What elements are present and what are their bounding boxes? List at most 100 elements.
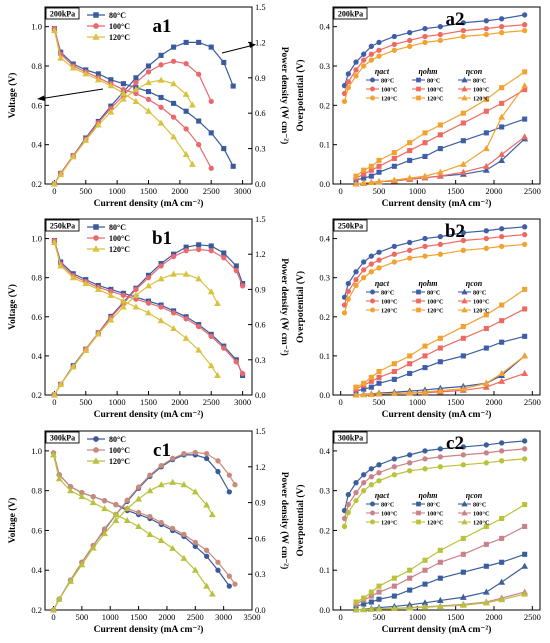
voltage-point <box>183 316 189 322</box>
legend-label: 80°C <box>109 11 126 20</box>
overpotential-act-point <box>361 259 367 265</box>
y-tick-label: 0.4 <box>319 234 330 244</box>
power-line <box>53 244 244 396</box>
voltage-point <box>145 96 152 103</box>
overpotential-act-point <box>345 84 351 91</box>
overpotential-ohm-point <box>376 589 382 595</box>
overpotential-ohm-point <box>460 551 466 557</box>
power-point <box>82 136 90 143</box>
overpotential-ohm-point <box>460 353 466 359</box>
legend-marker <box>93 235 99 241</box>
overpotential-act-point <box>522 241 528 248</box>
power-point <box>195 275 203 282</box>
x-tick-label: 1000 <box>409 397 426 407</box>
legend-label: 120°C <box>473 520 490 527</box>
overpotential-act-point <box>483 31 489 38</box>
power-point <box>50 606 57 613</box>
voltage-point <box>203 553 210 559</box>
legend-label: 120°C <box>381 520 398 527</box>
overpotential-ohm-point <box>407 587 413 593</box>
overpotential-ohm-point <box>522 551 528 557</box>
x-tick-label: 1000 <box>109 397 126 407</box>
legend-marker <box>93 224 99 230</box>
legend-label: 120°C <box>109 245 130 254</box>
overpotential-act-point <box>483 450 489 456</box>
overpotential-ohm-point <box>460 335 466 341</box>
power-point <box>233 263 239 269</box>
overpotential-act-point <box>499 29 505 36</box>
overpotential-act-point <box>368 474 374 480</box>
power-point <box>196 242 202 248</box>
voltage-point <box>50 451 57 458</box>
overpotential-act-point <box>368 261 374 267</box>
y-tick-label: 0.8 <box>31 486 42 496</box>
y2-tick-label: 0.9 <box>255 73 266 83</box>
power-point <box>57 380 65 387</box>
overpotential-ohm-point <box>391 583 397 589</box>
overpotential-act-point <box>407 460 413 466</box>
x-axis-label: Current density (mA cm⁻²) <box>382 409 492 420</box>
overpotential-ohm-point <box>437 146 443 152</box>
x-tick-label: 1000 <box>109 186 126 196</box>
x-tick-label: 1000 <box>409 186 426 196</box>
y2-tick-label: 1.5 <box>255 426 266 436</box>
legend-marker <box>93 447 99 453</box>
voltage-point <box>132 97 140 104</box>
overpotential-act-point <box>368 269 374 275</box>
overpotential-con-point <box>521 562 529 569</box>
overpotential-act-point <box>437 454 443 460</box>
legend-label: 80°C <box>427 78 441 85</box>
legend-label: 100°C <box>381 299 398 306</box>
overpotential-act-point <box>391 456 397 462</box>
legend-marker <box>93 436 99 442</box>
overpotential-con-point <box>436 602 444 609</box>
x-tick-label: 2500 <box>524 612 541 622</box>
overpotential-act-point <box>368 43 374 49</box>
voltage-point <box>208 333 214 339</box>
x-tick-label: 2000 <box>486 186 503 196</box>
power-point <box>69 363 77 370</box>
legend-label: 80°C <box>427 290 441 297</box>
plot-frame <box>332 218 541 396</box>
power-point <box>145 282 152 289</box>
y-axis-label: Voltage (V) <box>7 284 18 330</box>
pressure-tag: 300kPa <box>333 431 368 444</box>
overpotential-ohm-point <box>376 596 382 602</box>
legend-marker <box>416 298 421 304</box>
x-tick-label: 0 <box>339 612 343 622</box>
y2-tick-label: 0.6 <box>255 320 266 330</box>
overpotential-act-point <box>341 523 348 530</box>
power-point <box>145 69 152 75</box>
x-tick-label: 500 <box>79 186 92 196</box>
x-tick-label: 3500 <box>244 612 261 622</box>
overpotential-ohm-point <box>391 376 397 382</box>
overpotential-act-point <box>437 446 443 452</box>
legend-marker <box>370 501 375 507</box>
x-tick-label: 0 <box>51 612 55 622</box>
voltage-point <box>157 536 165 543</box>
overpotential-ohm-point <box>368 374 374 380</box>
overpotential-ohm-point <box>353 384 359 390</box>
voltage-point <box>51 27 58 34</box>
overpotential-ohm-point <box>522 69 528 75</box>
legend-header: ηcon <box>466 67 483 76</box>
y-tick-label: 0.0 <box>319 390 330 400</box>
power-point <box>157 481 165 488</box>
overpotential-act-point <box>483 25 489 32</box>
power-point <box>208 44 214 50</box>
legend-label: 100°C <box>381 511 398 518</box>
legend-marker <box>461 94 468 101</box>
legend-label: 80°C <box>109 223 126 232</box>
y-tick-label: 0.3 <box>319 61 330 71</box>
overpotential-act-point <box>353 59 359 65</box>
overpotential-ohm-point <box>361 167 367 173</box>
y-axis-label: Overpotential (V) <box>295 271 306 343</box>
legend-marker <box>461 518 468 525</box>
legend-label: 120°C <box>473 308 490 315</box>
overpotential-con-point <box>482 599 490 606</box>
voltage-point <box>101 505 108 512</box>
overpotential-con-point <box>352 391 360 398</box>
overpotential-ohm-point <box>499 318 505 324</box>
voltage-point <box>170 133 177 140</box>
plot-frame <box>332 6 541 185</box>
